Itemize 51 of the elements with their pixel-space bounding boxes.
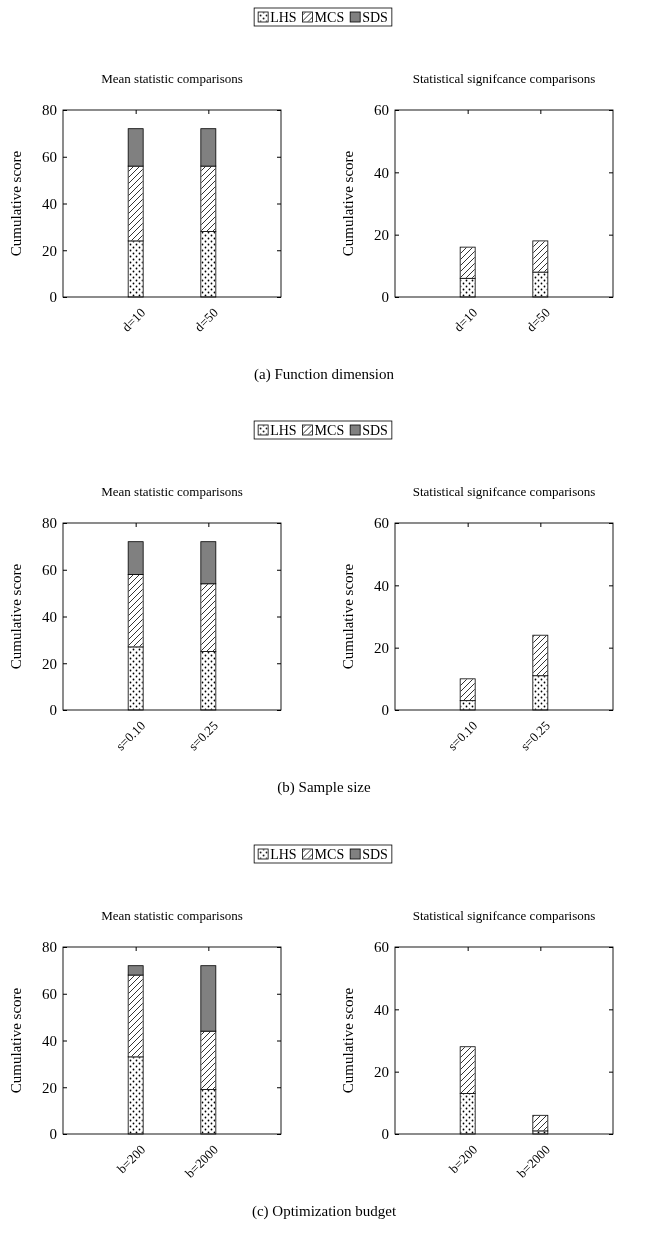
y-tick-label: 0 [49, 289, 57, 306]
y-tick-label: 0 [381, 702, 389, 719]
y-tick-label: 40 [42, 1032, 57, 1049]
y-tick-label: 40 [42, 608, 57, 625]
y-axis-title: Cumulative score [8, 150, 24, 257]
y-tick-label: 60 [42, 149, 57, 166]
y-tick-label: 20 [374, 226, 389, 243]
legend-label: MCS [314, 847, 345, 862]
y-tick-label: 40 [42, 195, 57, 212]
y-axis-title: Cumulative score [340, 150, 356, 257]
y-tick-label: 60 [42, 562, 57, 579]
y-axis-title: Cumulative score [340, 563, 356, 670]
legend-label: SDS [362, 847, 388, 862]
y-tick-label: 0 [381, 289, 389, 306]
chart-title: Statistical signifcance comparisons [412, 71, 596, 86]
y-tick-label: 80 [42, 102, 57, 119]
y-tick-label: 60 [374, 515, 389, 532]
legend-label: LHS [270, 10, 297, 25]
chart-title: Mean statistic comparisons [101, 71, 243, 86]
y-tick-label: 40 [374, 164, 389, 181]
text: (b) Sample size [277, 779, 371, 796]
y-tick-label: 0 [49, 702, 57, 719]
y-tick-label: 40 [374, 1001, 389, 1018]
y-tick-label: 60 [374, 102, 389, 119]
text: (c) Optimization budget [251, 1203, 397, 1220]
chart-title: Mean statistic comparisons [101, 908, 243, 923]
text: (a) Function dimension [254, 366, 395, 383]
y-tick-label: 60 [42, 986, 57, 1003]
chart-title: Statistical signifcance comparisons [412, 908, 596, 923]
y-tick-label: 20 [42, 242, 57, 259]
legend-label: MCS [314, 423, 345, 438]
legend-label: LHS [270, 847, 297, 862]
legend-label: MCS [314, 10, 345, 25]
y-tick-label: 40 [374, 577, 389, 594]
y-axis-title: Cumulative score [8, 987, 24, 1094]
y-tick-label: 20 [42, 1079, 57, 1096]
y-tick-label: 20 [374, 1063, 389, 1080]
legend-label: SDS [362, 10, 388, 25]
chart-title: Statistical signifcance comparisons [412, 484, 596, 499]
legend-label: LHS [270, 423, 297, 438]
y-axis-title: Cumulative score [340, 987, 356, 1094]
chart-title: Mean statistic comparisons [101, 484, 243, 499]
legend-label: SDS [362, 423, 388, 438]
y-tick-label: 20 [42, 655, 57, 672]
y-tick-label: 20 [374, 639, 389, 656]
y-tick-label: 80 [42, 515, 57, 532]
y-axis-title: Cumulative score [8, 563, 24, 670]
y-tick-label: 0 [381, 1126, 389, 1143]
y-tick-label: 60 [374, 939, 389, 956]
y-tick-label: 0 [49, 1126, 57, 1143]
y-tick-label: 80 [42, 939, 57, 956]
